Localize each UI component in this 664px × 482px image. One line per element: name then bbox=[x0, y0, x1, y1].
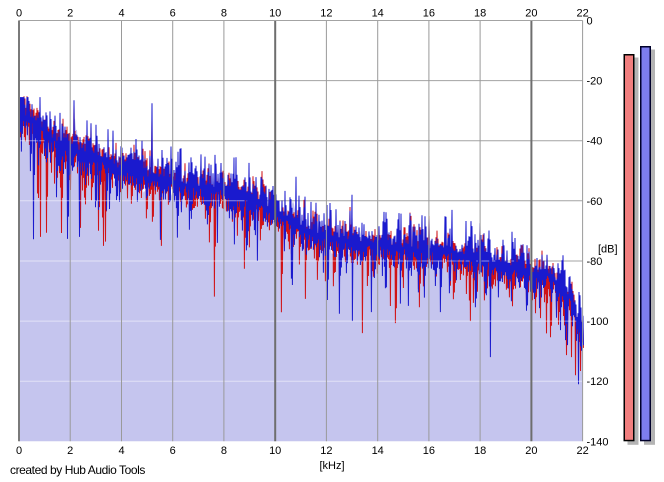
svg-text:16: 16 bbox=[423, 8, 435, 20]
svg-text:22: 22 bbox=[576, 445, 588, 457]
svg-text:6: 6 bbox=[170, 445, 176, 457]
svg-text:14: 14 bbox=[372, 8, 384, 20]
svg-text:16: 16 bbox=[423, 445, 435, 457]
svg-text:20: 20 bbox=[525, 445, 537, 457]
svg-text:10: 10 bbox=[269, 445, 281, 457]
svg-text:14: 14 bbox=[372, 445, 384, 457]
svg-text:18: 18 bbox=[474, 445, 486, 457]
svg-text:created by Hub Audio Tools: created by Hub Audio Tools bbox=[10, 463, 145, 477]
svg-text:[kHz]: [kHz] bbox=[319, 460, 344, 472]
svg-text:8: 8 bbox=[221, 8, 227, 20]
svg-text:0: 0 bbox=[16, 8, 22, 20]
svg-text:-100: -100 bbox=[587, 316, 609, 328]
svg-text:-40: -40 bbox=[587, 136, 603, 148]
svg-text:-140: -140 bbox=[587, 436, 609, 448]
svg-text:[dB]: [dB] bbox=[598, 244, 618, 256]
svg-text:-120: -120 bbox=[587, 376, 609, 388]
svg-text:20: 20 bbox=[525, 8, 537, 20]
svg-text:8: 8 bbox=[221, 445, 227, 457]
svg-text:22: 22 bbox=[576, 8, 588, 20]
svg-text:4: 4 bbox=[118, 8, 124, 20]
svg-text:0: 0 bbox=[587, 16, 593, 28]
svg-text:6: 6 bbox=[170, 8, 176, 20]
svg-text:0: 0 bbox=[16, 445, 22, 457]
svg-text:-20: -20 bbox=[587, 76, 603, 88]
svg-text:2: 2 bbox=[67, 445, 73, 457]
svg-text:4: 4 bbox=[118, 445, 124, 457]
svg-text:12: 12 bbox=[320, 445, 332, 457]
svg-text:-80: -80 bbox=[587, 256, 603, 268]
svg-text:12: 12 bbox=[320, 8, 332, 20]
svg-text:10: 10 bbox=[269, 8, 281, 20]
svg-text:2: 2 bbox=[67, 8, 73, 20]
svg-text:-60: -60 bbox=[587, 196, 603, 208]
svg-text:18: 18 bbox=[474, 8, 486, 20]
